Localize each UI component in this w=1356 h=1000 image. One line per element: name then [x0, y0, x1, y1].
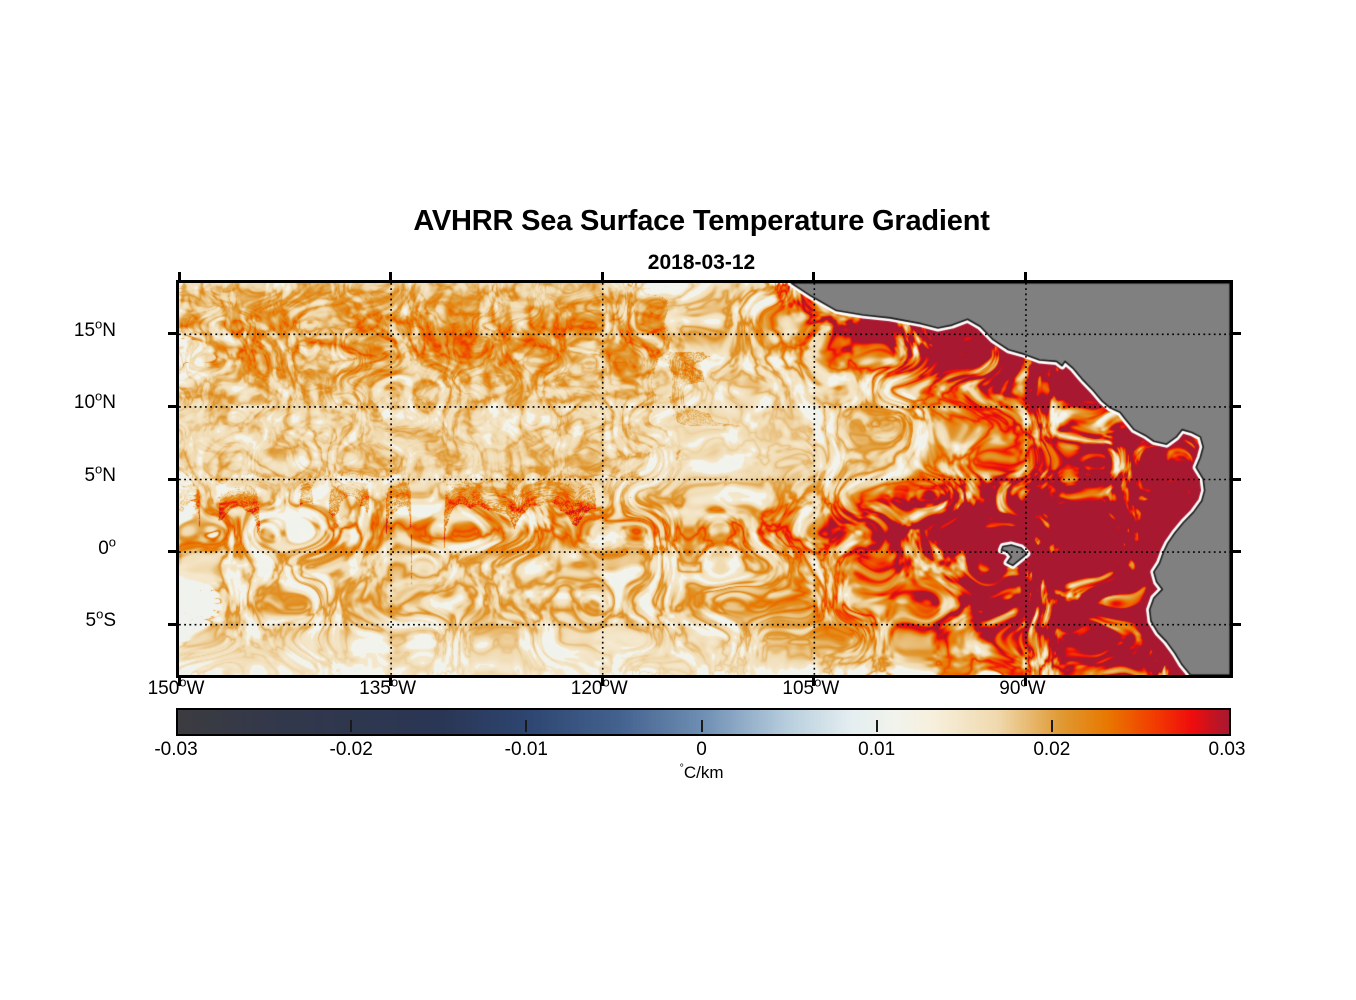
x-tick-mark [1023, 272, 1027, 283]
x-tick-mark [177, 675, 181, 686]
x-tick-mark [389, 272, 393, 283]
x-tick-mark [1023, 675, 1027, 686]
y-tick-mark [1230, 404, 1241, 408]
x-tick-label: 105oW [782, 674, 840, 699]
x-tick-label: 135oW [359, 674, 417, 699]
colorbar-unit-text: C/km [683, 763, 724, 782]
y-tick-label: 5oS [85, 606, 117, 632]
colorbar-tick-label: -0.02 [329, 739, 373, 760]
y-tick-label: 5oN [84, 461, 116, 486]
colorbar-tick-mark [525, 720, 528, 732]
y-tick-mark [168, 404, 179, 408]
y-tick-mark [1230, 550, 1241, 554]
colorbar-tick-label: 0 [696, 739, 707, 760]
x-tick-mark [177, 272, 181, 283]
y-tick-label: 15oN [73, 316, 116, 341]
map-axes [168, 272, 1241, 686]
y-tick-mark [168, 550, 179, 554]
colorbar-tick-label: 0.02 [1033, 739, 1071, 760]
y-tick-mark [168, 332, 179, 336]
colorbar-tick-mark [1050, 720, 1053, 732]
x-tick-mark [812, 272, 816, 283]
y-tick-mark [168, 477, 179, 481]
y-tick-mark [168, 622, 179, 626]
colorbar-tick-label: -0.03 [154, 739, 198, 760]
y-tick-mark [1230, 477, 1241, 481]
colorbar-tick-mark [875, 720, 878, 732]
x-tick-label: 120oW [570, 674, 628, 699]
colorbar-gradient [178, 710, 1229, 734]
x-tick-label: 90oW [999, 674, 1046, 699]
colorbar-tick-label: -0.01 [504, 739, 548, 760]
colorbar-tick-label: 0.03 [1208, 739, 1246, 760]
colorbar [176, 708, 1231, 736]
subtitle-date: 2018-03-12 [647, 251, 756, 274]
y-tick-mark [1230, 332, 1241, 336]
x-tick-mark [600, 272, 604, 283]
y-tick-label: 10oN [73, 389, 116, 414]
x-tick-mark [812, 675, 816, 686]
colorbar-unit-label: °C/km [679, 762, 724, 782]
colorbar-tick-label: 0.01 [858, 739, 896, 760]
colorbar-tick-mark [700, 720, 703, 732]
page-title: AVHRR Sea Surface Temperature Gradient [413, 205, 990, 237]
y-tick-mark [1230, 622, 1241, 626]
x-tick-mark [600, 675, 604, 686]
x-tick-mark [389, 675, 393, 686]
y-tick-label: 0o [98, 534, 116, 559]
colorbar-tick-mark [350, 720, 353, 732]
x-tick-label: 150oW [147, 674, 205, 699]
sst-gradient-heatmap [179, 283, 1230, 675]
